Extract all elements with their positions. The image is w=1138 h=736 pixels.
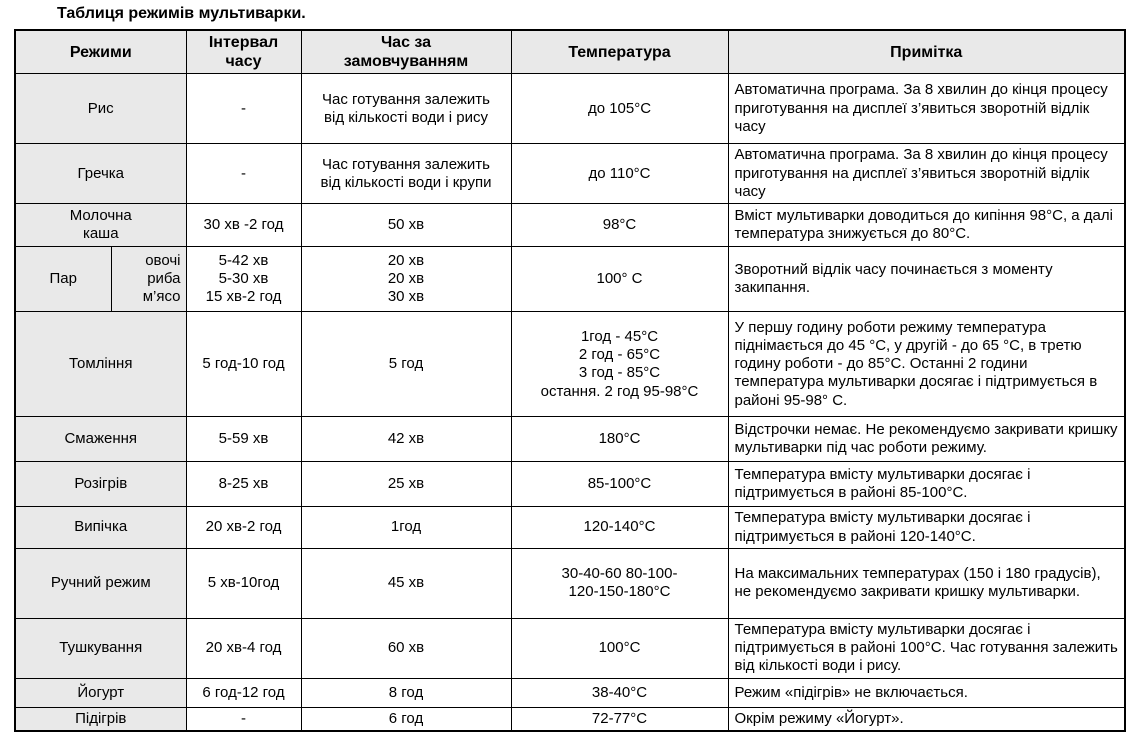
- temperature-cell: 1год - 45°С 2 год - 65°С 3 год - 85°С ос…: [510, 311, 729, 418]
- mode-cell: Тушкування: [14, 617, 187, 679]
- mode-cell: Ручний режим: [14, 547, 187, 619]
- temperature-cell: 180°С: [510, 416, 729, 463]
- column-header-note: Примітка: [727, 29, 1126, 75]
- interval-cell: 20 хв-2 год: [185, 506, 302, 549]
- note-cell: Автоматична програма. За 8 хвилин до кін…: [727, 143, 1126, 205]
- default-time-cell: Час готування залежить від кількості вод…: [300, 73, 512, 145]
- default-time-cell: 60 хв: [300, 617, 512, 679]
- temperature-cell: до 110°С: [510, 143, 729, 205]
- interval-cell: 6 год-12 год: [185, 677, 302, 708]
- note-cell: У першу годину роботи режиму температура…: [727, 311, 1126, 418]
- page-title: Таблиця режимів мультиварки.: [57, 5, 306, 22]
- table-row-steam: Пар овочі риба м’ясо 5-42 хв 5-30 хв 15 …: [14, 246, 1126, 313]
- column-header-modes: Режими: [14, 29, 187, 75]
- default-time-cell: Час готування залежить від кількості вод…: [300, 143, 512, 205]
- table-row-yogurt: Йогурт 6 год-12 год 8 год 38-40°С Режим …: [14, 677, 1126, 708]
- default-time-cell: 42 хв: [300, 416, 512, 463]
- mode-cell: Молочна каша: [14, 203, 187, 248]
- note-cell: Відстрочки немає. Не рекомендуємо закрив…: [727, 416, 1126, 463]
- temperature-cell: 120-140°С: [510, 506, 729, 549]
- interval-cell: -: [185, 143, 302, 205]
- steam-submodes-cell: овочі риба м’ясо: [110, 246, 187, 313]
- table-row-stew: Тушкування 20 хв-4 год 60 хв 100°С Темпе…: [14, 617, 1126, 679]
- interval-cell: 30 хв -2 год: [185, 203, 302, 248]
- mode-cell: Пар: [14, 246, 112, 313]
- temperature-cell: 38-40°С: [510, 677, 729, 708]
- table-row-fry: Смаження 5-59 хв 42 хв 180°С Відстрочки …: [14, 416, 1126, 463]
- interval-cell: 8-25 хв: [185, 461, 302, 508]
- note-cell: Температура вмісту мультиварки досягає і…: [727, 461, 1126, 508]
- table-row-manual: Ручний режим 5 хв-10год 45 хв 30-40-60 8…: [14, 547, 1126, 619]
- mode-cell: Йогурт: [14, 677, 187, 708]
- note-cell: Вміст мультиварки доводиться до кипіння …: [727, 203, 1126, 248]
- table-row-bake: Випічка 20 хв-2 год 1год 120-140°С Темпе…: [14, 506, 1126, 549]
- temperature-cell: 100° С: [510, 246, 729, 313]
- default-time-cell: 20 хв 20 хв 30 хв: [300, 246, 512, 313]
- column-header-default-time: Час за замовчуванням: [300, 29, 512, 75]
- mode-cell: Гречка: [14, 143, 187, 205]
- table-row-simmer: Томління 5 год-10 год 5 год 1год - 45°С …: [14, 311, 1126, 418]
- interval-cell: 20 хв-4 год: [185, 617, 302, 679]
- interval-cell: 5-42 хв 5-30 хв 15 хв-2 год: [185, 246, 302, 313]
- temperature-cell: 30-40-60 80-100- 120-150-180°С: [510, 547, 729, 619]
- note-cell: Температура вмісту мультиварки досягає і…: [727, 617, 1126, 679]
- header-row: Режими Інтервал часу Час за замовчування…: [14, 29, 1126, 75]
- default-time-cell: 5 год: [300, 311, 512, 418]
- interval-cell: -: [185, 73, 302, 145]
- mode-cell: Розігрів: [14, 461, 187, 508]
- note-cell: Автоматична програма. За 8 хвилин до кін…: [727, 73, 1126, 145]
- multicooker-modes-table: Режими Інтервал часу Час за замовчування…: [14, 29, 1126, 733]
- default-time-cell: 45 хв: [300, 547, 512, 619]
- temperature-cell: 85-100°С: [510, 461, 729, 508]
- mode-cell: Томління: [14, 311, 187, 418]
- column-header-interval: Інтервал часу: [185, 29, 302, 75]
- table-row-keep-warm: Підігрів - 6 год 72-77°С Окрім режиму «Й…: [14, 706, 1126, 732]
- mode-cell: Підігрів: [14, 706, 187, 732]
- column-header-temperature: Температура: [510, 29, 729, 75]
- temperature-cell: 98°С: [510, 203, 729, 248]
- table-row-rice: Рис - Час готування залежить від кількос…: [14, 73, 1126, 145]
- note-cell: Окрім режиму «Йогурт».: [727, 706, 1126, 732]
- table-row-milk-porridge: Молочна каша 30 хв -2 год 50 хв 98°С Вмі…: [14, 203, 1126, 248]
- default-time-cell: 6 год: [300, 706, 512, 732]
- mode-cell: Смаження: [14, 416, 187, 463]
- note-cell: Режим «підігрів» не включається.: [727, 677, 1126, 708]
- mode-cell: Випічка: [14, 506, 187, 549]
- table-row-reheat: Розігрів 8-25 хв 25 хв 85-100°С Температ…: [14, 461, 1126, 508]
- interval-cell: 5-59 хв: [185, 416, 302, 463]
- mode-cell: Рис: [14, 73, 187, 145]
- temperature-cell: 72-77°С: [510, 706, 729, 732]
- interval-cell: -: [185, 706, 302, 732]
- note-cell: На максимальних температурах (150 і 180 …: [727, 547, 1126, 619]
- note-cell: Температура вмісту мультиварки досягає і…: [727, 506, 1126, 549]
- temperature-cell: до 105°С: [510, 73, 729, 145]
- table-row-buckwheat: Гречка - Час готування залежить від кіль…: [14, 143, 1126, 205]
- note-cell: Зворотний відлік часу починається з моме…: [727, 246, 1126, 313]
- default-time-cell: 50 хв: [300, 203, 512, 248]
- temperature-cell: 100°С: [510, 617, 729, 679]
- default-time-cell: 8 год: [300, 677, 512, 708]
- default-time-cell: 1год: [300, 506, 512, 549]
- interval-cell: 5 год-10 год: [185, 311, 302, 418]
- interval-cell: 5 хв-10год: [185, 547, 302, 619]
- default-time-cell: 25 хв: [300, 461, 512, 508]
